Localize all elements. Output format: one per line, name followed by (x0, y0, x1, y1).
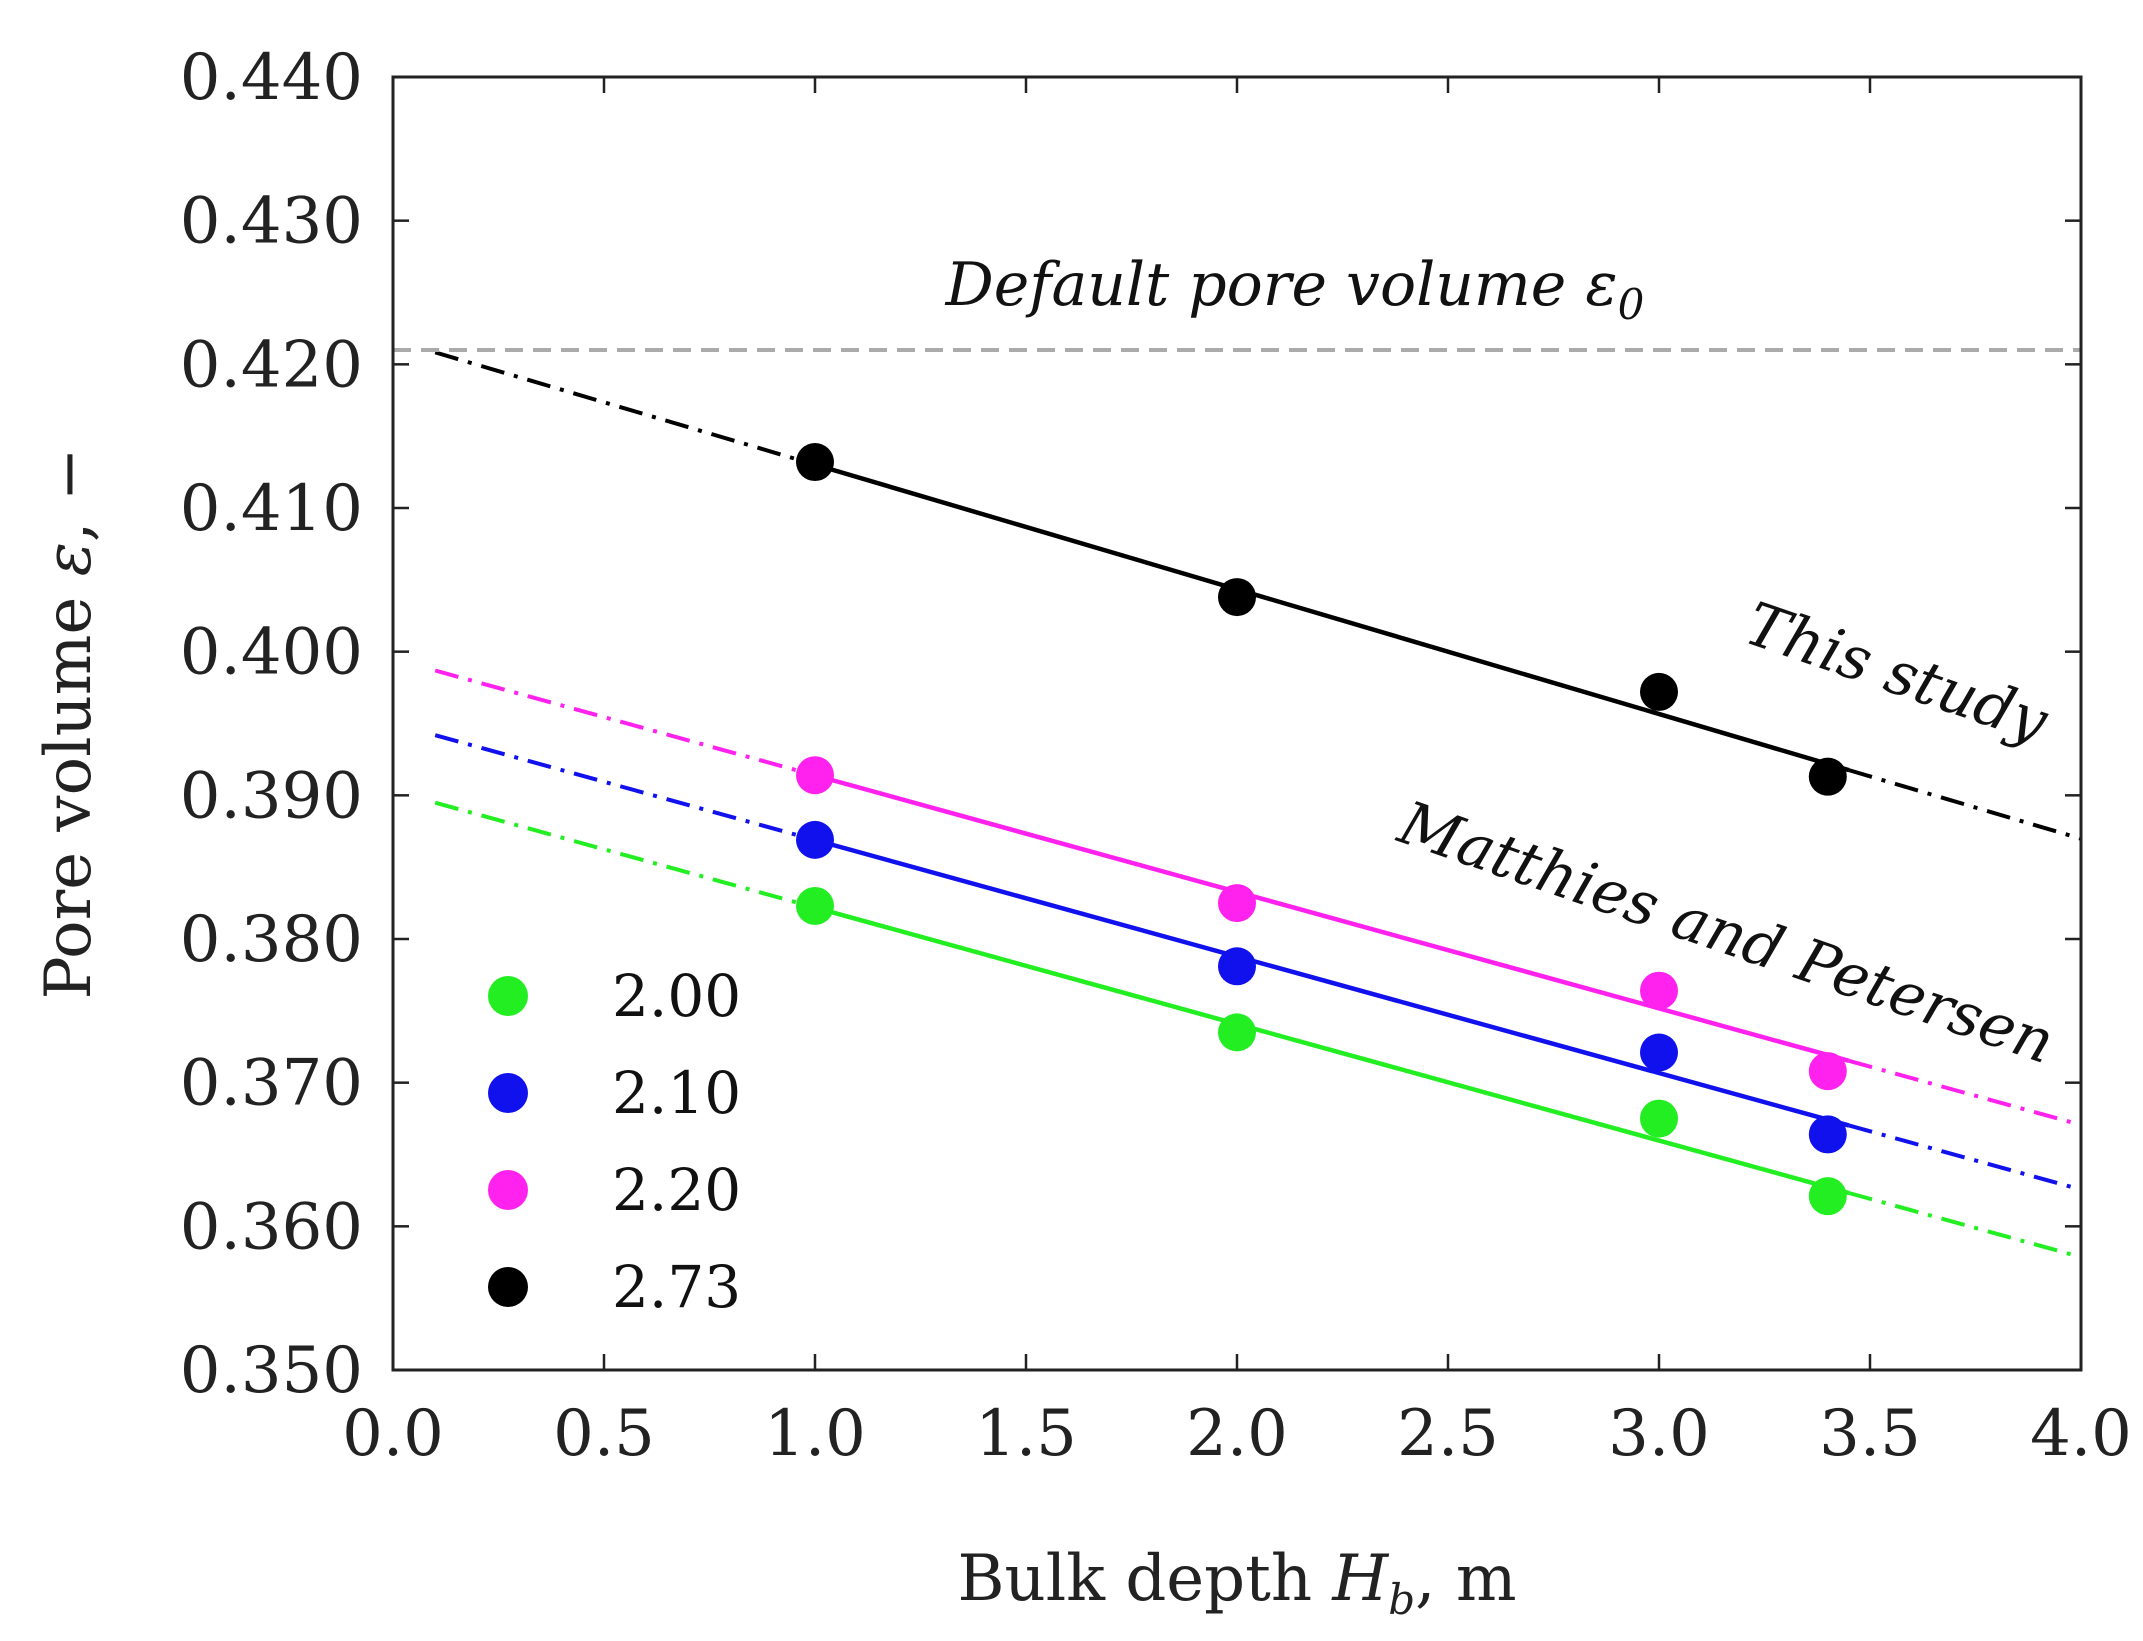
legend-label-2-10: 2.10 (612, 1059, 741, 1127)
legend: 2.00 2.10 2.20 2.73 (488, 962, 741, 1321)
data-point-2-73 (1218, 578, 1256, 617)
y-tick-label: 0.370 (180, 1047, 363, 1121)
default-annotation-sub: 0 (1618, 280, 1645, 329)
default-annotation-text: Default pore volume ε (945, 250, 1618, 320)
y-axis-title: Pore volume ε, − (32, 448, 106, 1000)
x-tick-label: 0.0 (342, 1397, 444, 1471)
fit-line-dashdot-2-73 (434, 350, 816, 467)
data-points (796, 443, 1847, 1216)
x-axis-title-var: H (1331, 1542, 1389, 1616)
y-tick-label: 0.410 (180, 472, 363, 546)
x-axis-title-unit: , m (1415, 1542, 1516, 1616)
x-tick-label: 1.5 (975, 1397, 1077, 1471)
x-axis-title-main: Bulk depth (957, 1542, 1332, 1616)
y-axis-title-unit: , − (32, 448, 106, 542)
data-point-2-10 (1640, 1033, 1678, 1072)
data-point-2-20 (796, 756, 834, 795)
data-point-2-00 (796, 886, 834, 925)
y-tick-label: 0.420 (180, 328, 363, 402)
y-tick-label: 0.400 (180, 616, 363, 690)
fit-line-dashdot-2-00 (1848, 1191, 2082, 1260)
x-tick-label: 4.0 (2030, 1397, 2132, 1471)
fit-line-solid-2-00 (814, 905, 1850, 1196)
y-axis-title-main: Pore volume (32, 576, 106, 999)
fit-line-solid-2-10 (814, 837, 1850, 1128)
x-axis-title-sub: b (1388, 1575, 1415, 1624)
data-point-2-10 (1808, 1115, 1847, 1154)
y-axis-title-var: ε (32, 542, 106, 576)
fit-line-dashdot-2-20 (1848, 1058, 2082, 1127)
legend-label-2-73: 2.73 (612, 1253, 741, 1321)
fit-line-dashdot-2-00 (434, 800, 816, 910)
fit-line-solid-2-73 (814, 462, 1850, 773)
legend-marker-2-10 (488, 1073, 528, 1113)
y-tick-label: 0.380 (180, 903, 363, 977)
y-tick-label: 0.440 (180, 41, 363, 115)
fit-lines (434, 350, 2082, 1260)
legend-marker-2-20 (488, 1170, 528, 1210)
fit-line-dashdot-2-10 (1848, 1123, 2082, 1192)
data-point-2-73 (1808, 757, 1847, 796)
fit-line-dashdot-2-10 (434, 733, 816, 842)
legend-label-2-20: 2.20 (612, 1156, 741, 1224)
x-axis-title: Bulk depth Hb, m (957, 1542, 1516, 1624)
default-pore-volume-annotation: Default pore volume ε0 (945, 250, 1645, 329)
data-point-2-00 (1640, 1099, 1678, 1138)
data-point-2-20 (1808, 1052, 1847, 1091)
x-tick-label: 1.0 (764, 1397, 866, 1471)
x-tick-label: 3.0 (1608, 1397, 1710, 1471)
fit-line-dashdot-2-20 (434, 668, 816, 778)
fit-line-dashdot-2-73 (1848, 768, 2082, 841)
y-tick-label: 0.360 (180, 1190, 363, 1264)
legend-label-2-00: 2.00 (612, 962, 741, 1030)
data-point-2-20 (1218, 884, 1256, 923)
data-point-2-10 (796, 820, 834, 859)
data-point-2-73 (1640, 672, 1678, 711)
y-tick-label: 0.430 (180, 185, 363, 259)
x-tick-label: 0.5 (553, 1397, 655, 1471)
legend-marker-2-73 (488, 1267, 528, 1307)
x-tick-label: 3.5 (1819, 1397, 1921, 1471)
data-point-2-10 (1218, 947, 1256, 986)
y-tick-label: 0.390 (180, 759, 363, 833)
x-tick-label: 2.0 (1186, 1397, 1288, 1471)
data-point-2-00 (1218, 1013, 1256, 1052)
fit-line-solid-2-20 (814, 773, 1850, 1063)
x-tick-label: 2.5 (1397, 1397, 1499, 1471)
legend-marker-2-00 (488, 976, 528, 1016)
y-tick-label: 0.350 (180, 1334, 363, 1408)
data-point-2-00 (1808, 1177, 1847, 1216)
data-point-2-73 (796, 443, 834, 482)
data-point-2-20 (1640, 971, 1678, 1010)
axis-ticks (391, 75, 2083, 1372)
axis-tick-labels: 0.0 0.5 1.0 1.5 2.0 2.5 3.0 3.5 4.0 0.350 0.360 0.3… (180, 41, 2132, 1471)
